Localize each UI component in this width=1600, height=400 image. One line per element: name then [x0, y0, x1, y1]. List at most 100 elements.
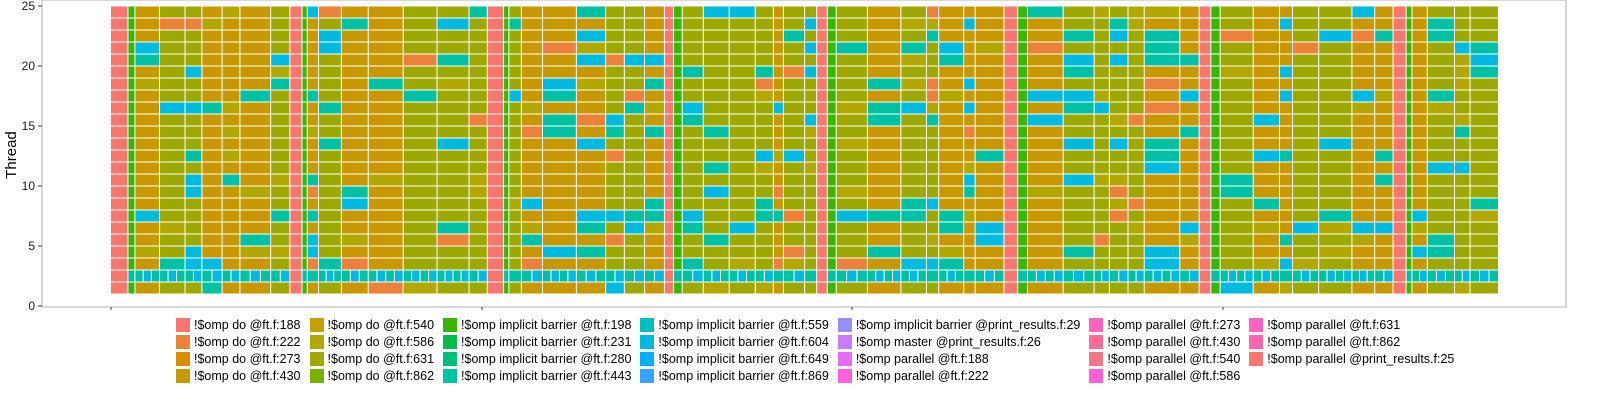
legend-item: !$omp implicit barrier @ft.f:198 [442, 316, 631, 333]
timeline-segment [1004, 198, 1018, 210]
timeline-segment [1470, 246, 1498, 258]
timeline-segment [271, 42, 290, 54]
legend-label: !$omp do @ft.f:188 [194, 317, 301, 332]
timeline-segment [1293, 258, 1319, 270]
timeline-segment [738, 270, 747, 282]
timeline-segment [1427, 186, 1454, 198]
timeline-segment [487, 126, 504, 138]
timeline-segment [926, 30, 939, 42]
timeline-segment [341, 90, 368, 102]
timeline-segment [202, 78, 222, 90]
timeline-segment [1280, 282, 1293, 294]
timeline-segment [624, 210, 644, 222]
timeline-segment [1211, 78, 1220, 90]
timeline-segment [302, 102, 307, 114]
timeline-segment [624, 30, 644, 42]
timeline-segment [1180, 270, 1189, 282]
timeline-segment [1393, 186, 1406, 198]
timeline-segment [729, 222, 755, 234]
timeline-segment [1004, 186, 1018, 198]
timeline-segment [817, 78, 827, 90]
timeline-segment [1094, 126, 1109, 138]
timeline-segment [805, 126, 817, 138]
timeline-segment [664, 126, 674, 138]
timeline-segment [185, 18, 202, 30]
timeline-segment [576, 210, 606, 222]
timeline-segment [755, 78, 773, 90]
timeline-segment [368, 126, 403, 138]
timeline-segment [1412, 222, 1427, 234]
timeline-segment [682, 102, 703, 114]
timeline-segment [624, 162, 644, 174]
timeline-segment [469, 102, 487, 114]
timeline-segment [222, 258, 240, 270]
timeline-segment [319, 282, 341, 294]
timeline-segment [755, 54, 773, 66]
timeline-segment [783, 114, 805, 126]
timeline-segment [975, 54, 1004, 66]
timeline-segment [773, 114, 783, 126]
timeline-segment [1144, 198, 1180, 210]
legend-label: !$omp parallel @ft.f:586 [1107, 368, 1241, 383]
timeline-segment [624, 66, 644, 78]
timeline-segment [1319, 282, 1352, 294]
timeline-segment [836, 114, 867, 126]
timeline-segment [1063, 258, 1094, 270]
timeline-segment [664, 114, 674, 126]
timeline-segment [1004, 126, 1018, 138]
legend-label: !$omp parallel @print_results.f:25 [1267, 351, 1455, 366]
timeline-segment [568, 270, 576, 282]
timeline-segment [682, 246, 703, 258]
timeline-segment [403, 210, 437, 222]
timeline-segment [674, 174, 682, 186]
timeline-segment [403, 126, 437, 138]
timeline-segment [1004, 102, 1018, 114]
timeline-segment [290, 270, 302, 282]
timeline-segment [827, 282, 836, 294]
timeline-segment [939, 222, 964, 234]
timeline-segment [1004, 54, 1018, 66]
timeline-segment [1352, 234, 1375, 246]
timeline-segment [1470, 6, 1498, 18]
timeline-segment [1427, 282, 1454, 294]
timeline-segment [674, 198, 682, 210]
legend-key [836, 333, 853, 350]
timeline-segment [975, 102, 1004, 114]
timeline-segment [703, 42, 729, 54]
timeline-segment [504, 234, 509, 246]
timeline-segment [160, 6, 185, 18]
timeline-segment [1406, 270, 1412, 282]
timeline-segment [271, 258, 290, 270]
timeline-segment [1063, 234, 1094, 246]
timeline-segment [1018, 114, 1027, 126]
timeline-segment [240, 102, 271, 114]
timeline-segment [682, 54, 703, 66]
timeline-segment [319, 198, 341, 210]
timeline-segment [576, 6, 606, 18]
timeline-segment [160, 162, 185, 174]
timeline-segment [955, 270, 964, 282]
timeline-segment [403, 18, 437, 30]
timeline-segment [755, 90, 773, 102]
timeline-segment [644, 30, 664, 42]
timeline-segment [1427, 246, 1454, 258]
timeline-segment [1109, 138, 1128, 150]
timeline-segment [193, 270, 202, 282]
timeline-segment [939, 162, 964, 174]
timeline-segment [985, 270, 994, 282]
legend-column: !$omp parallel @ft.f:273 !$omp parallel @… [1088, 316, 1240, 384]
timeline-segment [893, 270, 901, 282]
timeline-segment [805, 222, 817, 234]
timeline-segment [783, 234, 805, 246]
timeline-segment [783, 42, 805, 54]
timeline-segment [1109, 174, 1128, 186]
timeline-segment [664, 6, 674, 18]
timeline-segment [1128, 138, 1144, 150]
timeline-segment [729, 210, 755, 222]
timeline-segment [836, 90, 867, 102]
timeline-segment [576, 18, 606, 30]
timeline-segment [674, 6, 682, 18]
timeline-segment [576, 66, 606, 78]
timeline-segment [939, 6, 964, 18]
timeline-segment [160, 78, 185, 90]
